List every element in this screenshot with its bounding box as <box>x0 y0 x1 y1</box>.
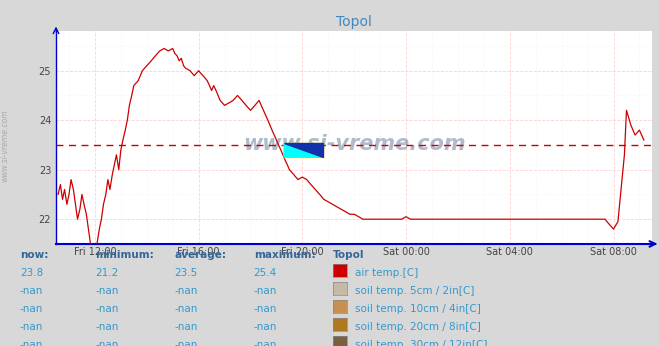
Text: -nan: -nan <box>175 322 198 332</box>
Text: maximum:: maximum: <box>254 250 316 260</box>
Text: -nan: -nan <box>175 304 198 314</box>
Text: soil temp. 20cm / 8in[C]: soil temp. 20cm / 8in[C] <box>355 322 481 332</box>
Text: -nan: -nan <box>20 286 43 296</box>
Text: -nan: -nan <box>254 286 277 296</box>
Text: minimum:: minimum: <box>96 250 154 260</box>
Text: -nan: -nan <box>96 340 119 346</box>
Text: -nan: -nan <box>96 286 119 296</box>
Text: -nan: -nan <box>20 304 43 314</box>
Text: -nan: -nan <box>254 340 277 346</box>
Title: Topol: Topol <box>336 15 372 29</box>
Text: 21.2: 21.2 <box>96 268 119 278</box>
Bar <box>284 143 323 157</box>
Text: -nan: -nan <box>254 322 277 332</box>
Text: -nan: -nan <box>20 340 43 346</box>
Text: www.si-vreme.com: www.si-vreme.com <box>243 134 465 154</box>
Text: -nan: -nan <box>20 322 43 332</box>
Text: soil temp. 5cm / 2in[C]: soil temp. 5cm / 2in[C] <box>355 286 474 296</box>
Polygon shape <box>284 143 323 157</box>
Text: 25.4: 25.4 <box>254 268 277 278</box>
Text: -nan: -nan <box>175 340 198 346</box>
Text: -nan: -nan <box>96 304 119 314</box>
Text: Topol: Topol <box>333 250 364 260</box>
Text: now:: now: <box>20 250 48 260</box>
Text: 23.5: 23.5 <box>175 268 198 278</box>
Text: average:: average: <box>175 250 227 260</box>
Text: soil temp. 30cm / 12in[C]: soil temp. 30cm / 12in[C] <box>355 340 488 346</box>
Text: air temp.[C]: air temp.[C] <box>355 268 418 278</box>
Text: www.si-vreme.com: www.si-vreme.com <box>1 109 10 182</box>
Polygon shape <box>284 143 323 157</box>
Text: -nan: -nan <box>175 286 198 296</box>
Text: -nan: -nan <box>96 322 119 332</box>
Text: 23.8: 23.8 <box>20 268 43 278</box>
Text: -nan: -nan <box>254 304 277 314</box>
Text: soil temp. 10cm / 4in[C]: soil temp. 10cm / 4in[C] <box>355 304 481 314</box>
